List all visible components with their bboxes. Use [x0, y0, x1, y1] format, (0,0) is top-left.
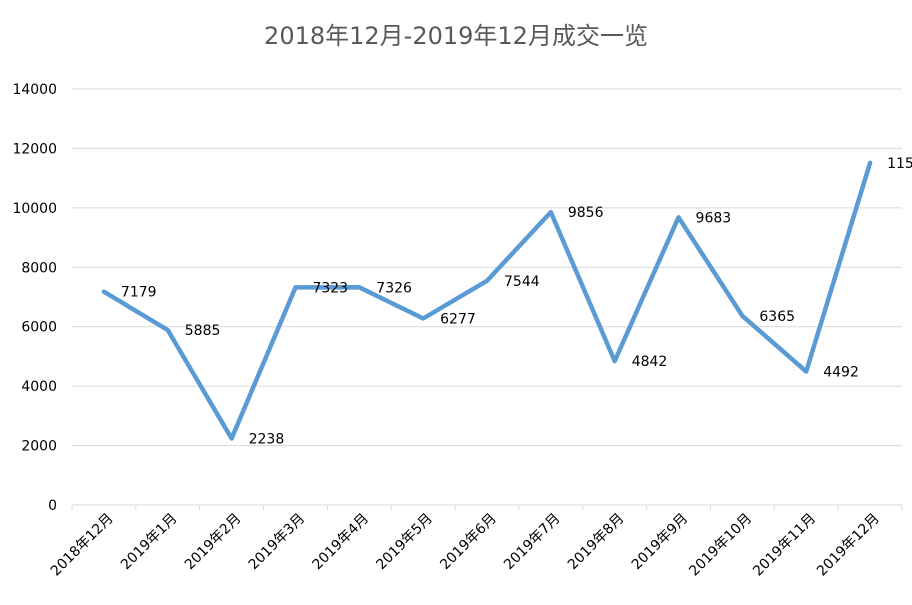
y-tick-label: 8000 — [21, 260, 57, 276]
x-tick-label: 2019年5月 — [373, 511, 436, 574]
x-tick-label: 2019年12月 — [814, 511, 883, 580]
data-label: 7544 — [504, 274, 540, 290]
x-tick-label: 2019年3月 — [246, 511, 309, 574]
data-label: 2238 — [249, 431, 285, 447]
data-label: 7179 — [121, 285, 157, 301]
data-label: 5885 — [185, 323, 221, 339]
data-label: 4492 — [823, 365, 859, 381]
series-line — [101, 160, 873, 441]
y-tick-label: 2000 — [21, 439, 57, 455]
data-label: 6365 — [759, 309, 795, 325]
data-label: 7323 — [312, 280, 348, 296]
y-tick-label: 6000 — [21, 320, 57, 336]
y-tick-label: 10000 — [12, 201, 57, 217]
x-tick-label: 2019年11月 — [750, 511, 819, 580]
y-tick-label: 12000 — [12, 141, 57, 157]
x-tick-label: 2019年10月 — [686, 511, 755, 580]
x-tick-label: 2019年1月 — [118, 511, 181, 574]
x-tick-label: 2019年4月 — [310, 511, 373, 574]
data-label: 6277 — [440, 311, 476, 327]
chart-title: 2018年12月-2019年12月成交一览 — [264, 22, 648, 50]
y-tick-label: 0 — [48, 498, 57, 514]
x-tick-label: 2019年9月 — [629, 511, 692, 574]
x-tick-label: 2019年8月 — [565, 511, 628, 574]
data-label: 9856 — [568, 205, 604, 221]
x-tick-label: 2019年6月 — [437, 511, 500, 574]
y-tick-label: 4000 — [21, 379, 57, 395]
data-label: 11517 — [887, 156, 912, 172]
data-label: 7326 — [376, 280, 412, 296]
x-tick-label: 2019年7月 — [501, 511, 564, 574]
x-tick-label: 2019年2月 — [182, 511, 245, 574]
data-label: 4842 — [632, 354, 668, 370]
x-tick-label: 2018年12月 — [48, 511, 117, 580]
data-label: 9683 — [696, 210, 732, 226]
y-tick-label: 14000 — [12, 82, 57, 98]
